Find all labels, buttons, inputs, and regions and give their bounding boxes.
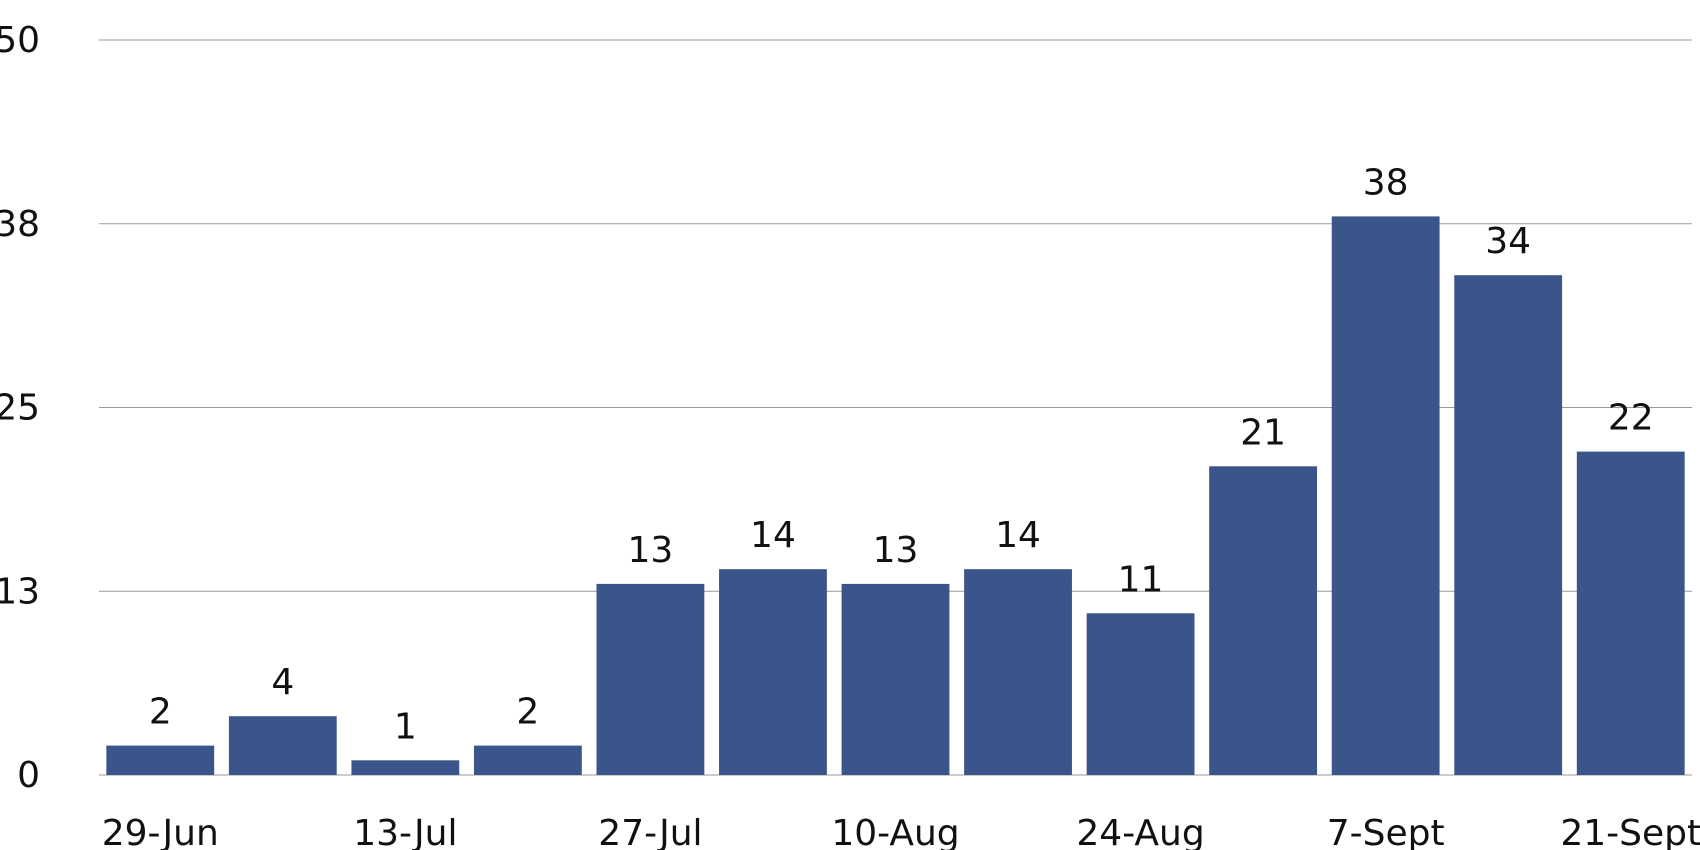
bar: [964, 569, 1072, 775]
y-tick-label: 13: [0, 571, 40, 612]
value-label: 13: [628, 530, 674, 571]
value-label: 22: [1608, 398, 1654, 439]
value-label: 21: [1240, 412, 1286, 453]
value-label: 38: [1363, 162, 1409, 203]
bar: [719, 569, 827, 775]
bar: [1331, 216, 1440, 775]
x-tick-label: 29-Jun: [102, 813, 219, 850]
x-tick-label: 24-Aug: [1076, 813, 1204, 850]
bar: [1209, 466, 1318, 775]
value-label: 2: [516, 692, 539, 733]
value-label: 2: [149, 692, 172, 733]
value-label: 4: [271, 662, 294, 703]
value-label: 14: [750, 515, 796, 556]
bar: [351, 760, 460, 775]
value-label: 14: [995, 515, 1041, 556]
y-tick-label: 0: [17, 755, 40, 796]
y-tick-label: 38: [0, 204, 40, 245]
bar: [596, 583, 705, 775]
bar: [1576, 451, 1685, 775]
value-label: 11: [1118, 559, 1164, 600]
bar: [473, 745, 582, 775]
bar: [1086, 613, 1195, 775]
y-tick-label: 25: [0, 388, 40, 429]
bar: [1454, 275, 1563, 775]
x-tick-label: 21-Sept: [1560, 813, 1700, 850]
x-tick-label: 10-Aug: [831, 813, 959, 850]
bar: [228, 716, 337, 775]
bar: [841, 583, 950, 775]
y-tick-label: 50: [0, 20, 40, 61]
value-label: 34: [1485, 221, 1531, 262]
x-tick-label: 27-Jul: [598, 813, 702, 850]
value-label: 13: [873, 530, 919, 571]
x-tick-label: 13-Jul: [353, 813, 457, 850]
x-tick-label: 7-Sept: [1327, 813, 1445, 850]
value-label: 1: [394, 706, 417, 747]
bar: [106, 745, 215, 775]
